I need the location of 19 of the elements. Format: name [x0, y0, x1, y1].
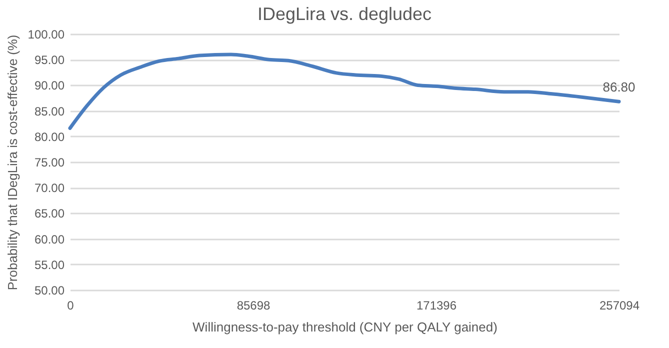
- y-tick-label: 100.00: [28, 28, 65, 42]
- y-tick-label: 90.00: [34, 78, 65, 93]
- chart-title: IDegLira vs. degludec: [257, 4, 432, 24]
- y-tick-label: 95.00: [34, 53, 65, 68]
- y-tick-label: 65.00: [34, 206, 65, 221]
- annotation: 86.80: [602, 80, 636, 95]
- x-tick-label: 257094: [599, 298, 640, 312]
- x-tick-label: 0: [67, 298, 74, 312]
- x-tick-label: 171396: [416, 298, 457, 312]
- y-tick-label: 75.00: [34, 156, 65, 170]
- y-tick-label: 50.00: [34, 284, 65, 298]
- y-tick-label: 55.00: [34, 258, 65, 272]
- y-tick-label: 80.00: [34, 130, 65, 144]
- y-axis-title: Probability that IDegLira is cost-effective (%): [4, 34, 20, 290]
- x-tick-label: 85698: [236, 298, 271, 312]
- y-tick-label: 70.00: [34, 181, 65, 196]
- x-axis-title: Willingness-to-pay threshold (CNY per QALY gained): [192, 320, 498, 334]
- y-tick-label: 60.00: [34, 232, 65, 246]
- y-tick-label: 85.00: [34, 104, 65, 118]
